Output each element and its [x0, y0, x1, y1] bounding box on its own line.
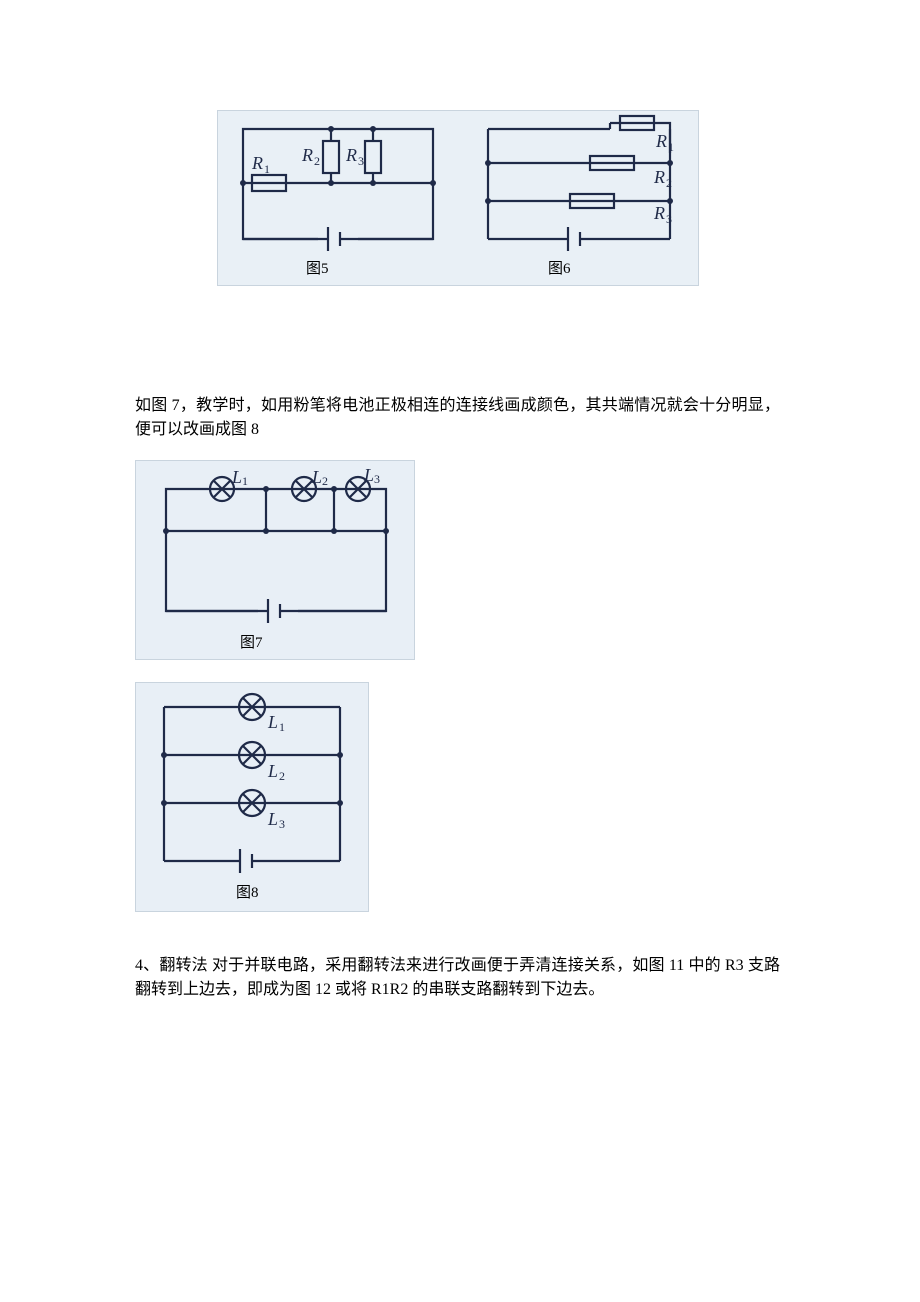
fig5-r2-sub: 2 — [314, 154, 320, 168]
fig8-l1-sub: 1 — [279, 720, 285, 734]
fig7-l2-label: L — [311, 467, 322, 487]
figure-7-block: L 1 L 2 L 3 — [135, 460, 780, 668]
fig6-r3-label: R — [653, 203, 665, 223]
document-page: R 1 R 2 R 3 图5 — [0, 0, 920, 1120]
fig6-r1-label: R — [655, 131, 667, 151]
fig8-caption: 图8 — [236, 884, 259, 901]
fig6-r3-sub: 3 — [666, 212, 672, 226]
fig5-r3-label: R — [345, 145, 357, 165]
fig5-r2-label: R — [301, 145, 313, 165]
fig7-l2-sub: 2 — [322, 474, 328, 488]
figure-7-svg: L 1 L 2 L 3 — [135, 460, 415, 660]
fig7-l3-sub: 3 — [374, 472, 380, 486]
fig6-r2-label: R — [653, 167, 665, 187]
fig8-l1-label: L — [267, 712, 278, 732]
paragraph-1: 如图 7，教学时，如用粉笔将电池正极相连的连接线画成颜色，其共端情况就会十分明显… — [135, 394, 780, 442]
fig6-r1-sub: 1 — [668, 140, 674, 154]
fig8-l3-sub: 3 — [279, 817, 285, 831]
fig7-l1-label: L — [231, 467, 242, 487]
paragraph-2: 4、翻转法 对于并联电路，采用翻转法来进行改画便于弄清连接关系，如图 11 中的… — [135, 954, 780, 1002]
figure-5-6-svg: R 1 R 2 R 3 图5 — [217, 110, 699, 286]
fig8-l2-label: L — [267, 761, 278, 781]
fig5-r3-sub: 3 — [358, 154, 364, 168]
figure-5-6-block: R 1 R 2 R 3 图5 — [135, 110, 780, 294]
fig8-l2-sub: 2 — [279, 769, 285, 783]
fig5-r1-label: R — [251, 153, 263, 173]
figure-8-svg: L 1 L 2 L 3 — [135, 682, 369, 912]
fig6-r2-sub: 2 — [666, 176, 672, 190]
fig7-caption: 图7 — [240, 634, 263, 651]
fig7-l3-label: L — [363, 465, 374, 485]
fig5-caption: 图5 — [306, 260, 329, 277]
fig8-l3-label: L — [267, 809, 278, 829]
fig6-caption: 图6 — [548, 260, 571, 277]
fig5-r1-sub: 1 — [264, 162, 270, 176]
fig7-l1-sub: 1 — [242, 474, 248, 488]
figure-8-block: L 1 L 2 L 3 — [135, 682, 780, 920]
